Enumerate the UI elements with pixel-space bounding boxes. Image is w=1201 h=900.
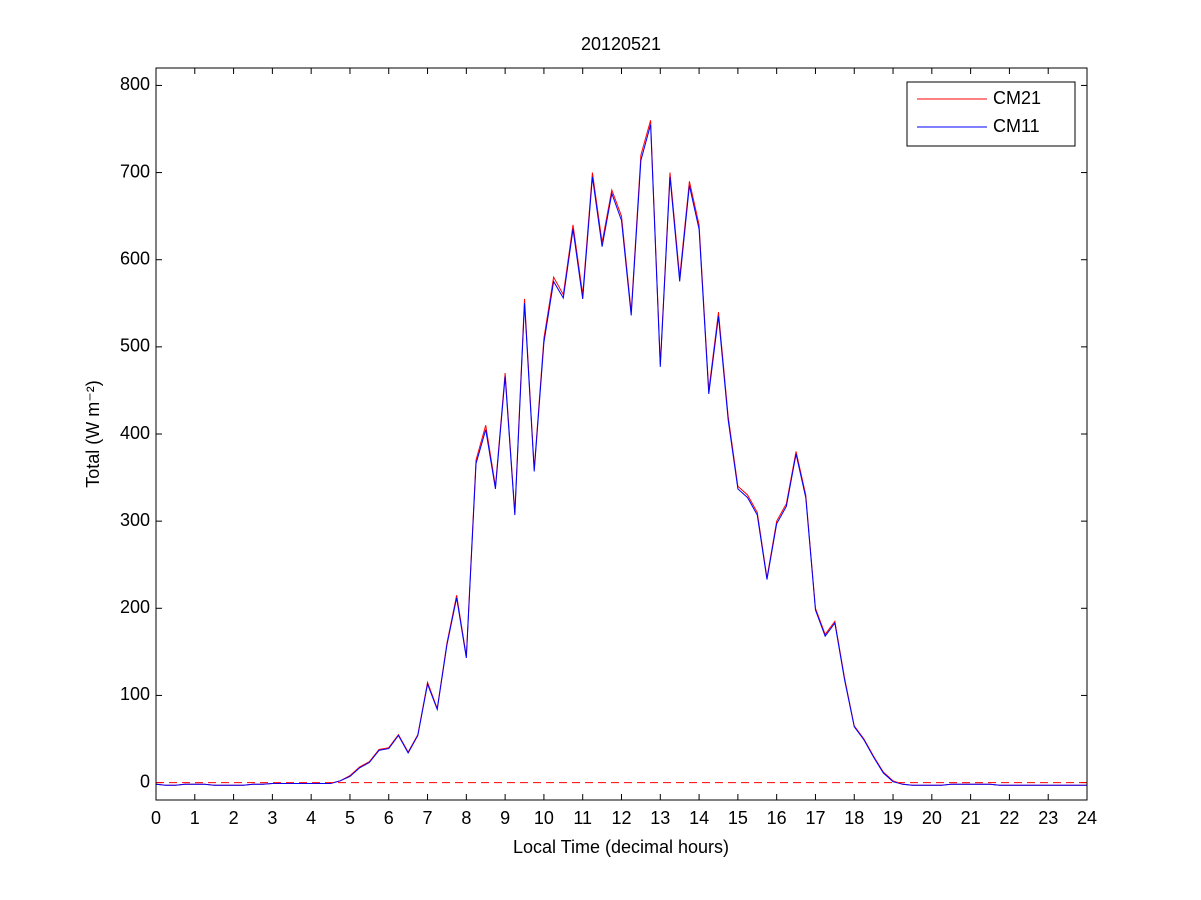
legend-label: CM11 <box>993 116 1040 136</box>
x-tick-label: 0 <box>151 808 161 828</box>
legend-label: CM21 <box>993 88 1041 108</box>
y-tick-label: 800 <box>120 74 150 94</box>
x-tick-label: 20 <box>922 808 942 828</box>
legend-box <box>906 81 1076 147</box>
x-tick-label: 18 <box>844 808 864 828</box>
chart-title: 20120521 <box>581 34 661 54</box>
x-tick-label: 24 <box>1077 808 1097 828</box>
x-tick-label: 13 <box>650 808 670 828</box>
x-axis-label: Local Time (decimal hours) <box>513 837 729 857</box>
y-axis-label: Total (W m⁻²) <box>83 380 103 488</box>
x-tick-label: 5 <box>345 808 355 828</box>
plot-frame <box>155 67 1088 801</box>
x-tick-label: 2 <box>229 808 239 828</box>
y-tick-label: 200 <box>120 597 150 617</box>
y-tick-label: 500 <box>120 336 150 356</box>
x-tick-label: 12 <box>611 808 631 828</box>
x-tick-label: 11 <box>573 808 592 828</box>
y-tick-label: 600 <box>120 248 150 268</box>
x-tick-label: 7 <box>423 808 433 828</box>
x-tick-label: 19 <box>883 808 903 828</box>
x-tick-label: 8 <box>461 808 471 828</box>
y-tick-label: 0 <box>140 771 150 791</box>
x-tick-label: 17 <box>805 808 825 828</box>
x-tick-label: 22 <box>999 808 1019 828</box>
x-tick-label: 6 <box>384 808 394 828</box>
y-tick-label: 100 <box>120 684 150 704</box>
x-tick-label: 15 <box>728 808 748 828</box>
x-tick-label: 23 <box>1038 808 1058 828</box>
y-tick-label: 700 <box>120 161 150 181</box>
x-tick-label: 14 <box>689 808 709 828</box>
y-tick-label: 300 <box>120 510 150 530</box>
x-tick-label: 10 <box>534 808 554 828</box>
y-tick-label: 400 <box>120 423 150 443</box>
x-tick-label: 4 <box>306 808 316 828</box>
x-tick-label: 3 <box>267 808 277 828</box>
x-tick-label: 9 <box>500 808 510 828</box>
x-tick-label: 1 <box>190 808 200 828</box>
x-tick-label: 21 <box>961 808 981 828</box>
x-tick-label: 16 <box>767 808 787 828</box>
data-line <box>155 124 1087 786</box>
